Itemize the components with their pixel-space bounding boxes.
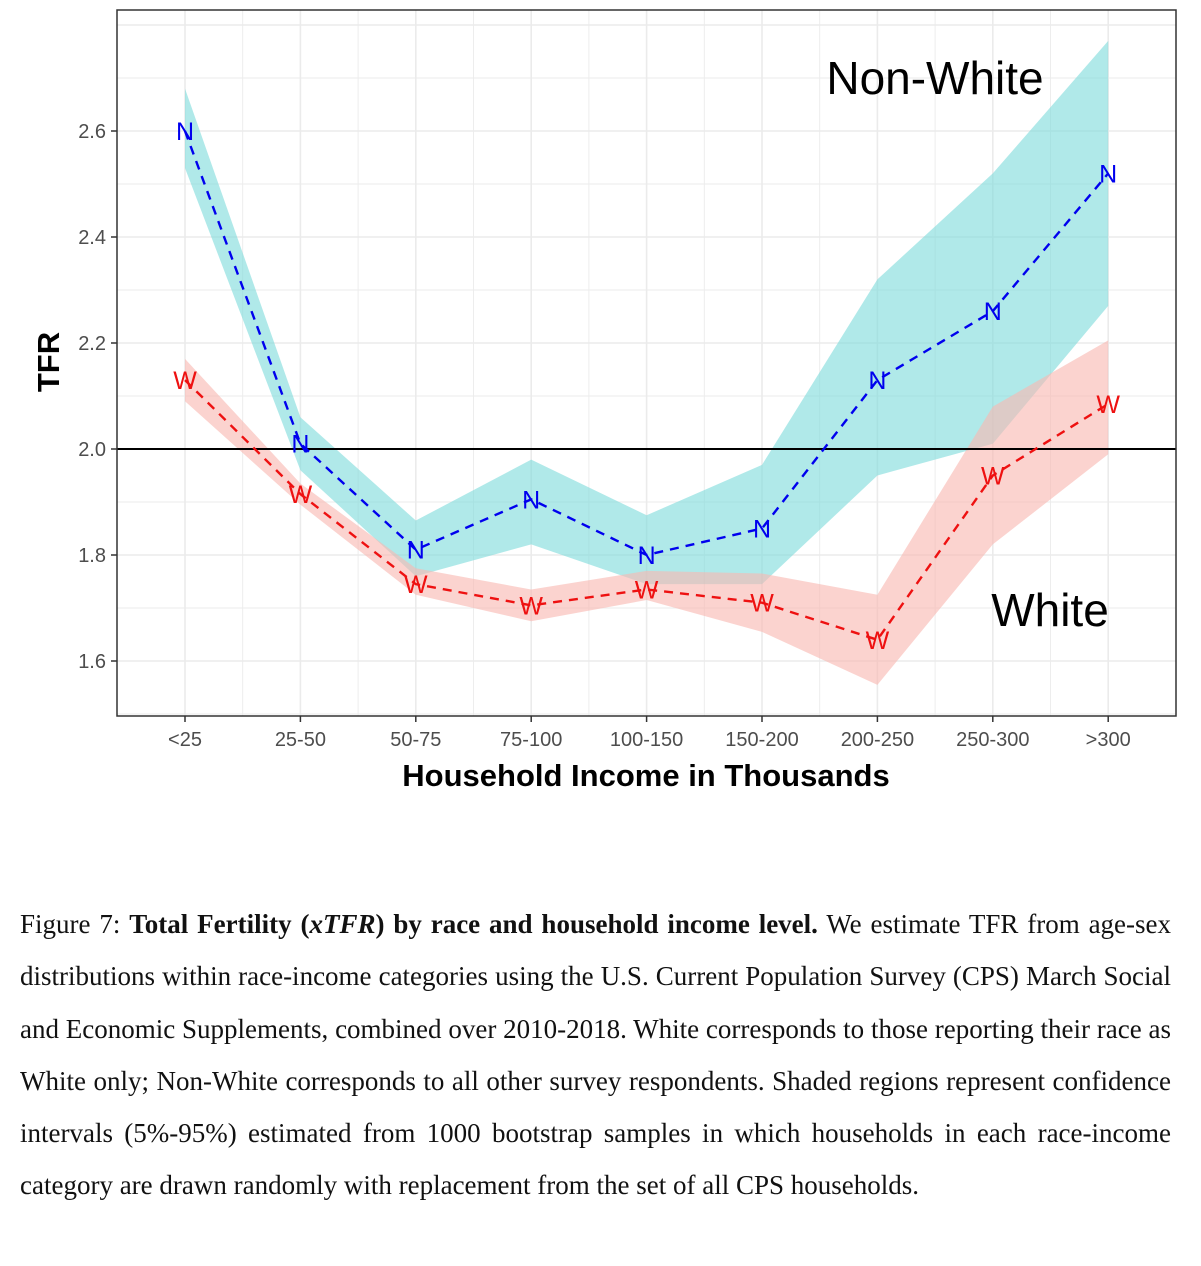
caption-heading-start: Total Fertility (	[129, 909, 310, 939]
data-point-non-white: N	[868, 367, 886, 395]
data-point-non-white: N	[1099, 160, 1117, 188]
data-point-white: W	[519, 592, 543, 620]
series-lines	[183, 130, 1110, 642]
series-line-non-white	[183, 130, 1110, 557]
y-tick-label: 2.0	[78, 439, 106, 461]
data-point-white: W	[289, 481, 313, 509]
x-tick-label: 150-200	[725, 729, 798, 751]
data-point-non-white: N	[291, 431, 309, 459]
data-point-white: W	[635, 576, 659, 604]
data-point-non-white: N	[407, 537, 425, 565]
data-point-white: W	[404, 571, 428, 599]
y-tick-label: 2.6	[78, 121, 106, 143]
data-point-white: W	[750, 590, 774, 618]
caption-math: xTFR	[309, 909, 376, 939]
confidence-band-white	[185, 340, 1109, 685]
data-point-non-white: N	[638, 542, 656, 570]
x-tick-label: 50-75	[390, 729, 441, 751]
x-axis-ticks: <25 25-50 50-75 75-100 100-150 150-200 200-250…	[168, 716, 1131, 751]
y-tick-label: 1.8	[78, 545, 106, 567]
data-point-white: W	[173, 367, 197, 395]
data-point-white: W	[866, 627, 890, 655]
x-tick-label: >300	[1086, 729, 1131, 751]
caption-heading-end: ) by race and household income level.	[375, 909, 818, 939]
data-point-white: W	[981, 463, 1005, 491]
x-tick-label: 200-250	[841, 729, 914, 751]
figure-caption: Figure 7: Total Fertility (xTFR) by race…	[20, 898, 1171, 1212]
data-point-non-white: N	[522, 486, 540, 514]
y-axis-ticks: 1.6 1.8 2.0 2.2 2.4 2.6	[78, 121, 117, 673]
x-axis-title: Household Income in Thousands	[402, 758, 889, 793]
data-point-non-white: N	[984, 298, 1002, 326]
x-tick-label: 25-50	[275, 729, 326, 751]
x-tick-label: <25	[168, 729, 202, 751]
figure-label: Figure 7:	[20, 909, 121, 939]
data-point-white: W	[1096, 391, 1120, 419]
series-label-white: White	[991, 584, 1109, 636]
y-tick-label: 2.2	[78, 333, 106, 355]
series-label-non-white: Non-White	[826, 52, 1043, 104]
caption-heading: Total Fertility (xTFR) by race and house…	[129, 909, 818, 939]
y-tick-label: 1.6	[78, 651, 106, 673]
x-tick-label: 100-150	[610, 729, 683, 751]
y-axis-title: TFR	[31, 332, 66, 392]
y-tick-label: 2.4	[78, 227, 106, 249]
caption-body: We estimate TFR from age-sex distributio…	[20, 909, 1172, 1201]
data-point-non-white: N	[176, 118, 194, 146]
x-tick-label: 75-100	[500, 729, 562, 751]
x-tick-label: 250-300	[956, 729, 1029, 751]
series-line-white	[184, 379, 1109, 642]
data-point-non-white: N	[753, 516, 771, 544]
